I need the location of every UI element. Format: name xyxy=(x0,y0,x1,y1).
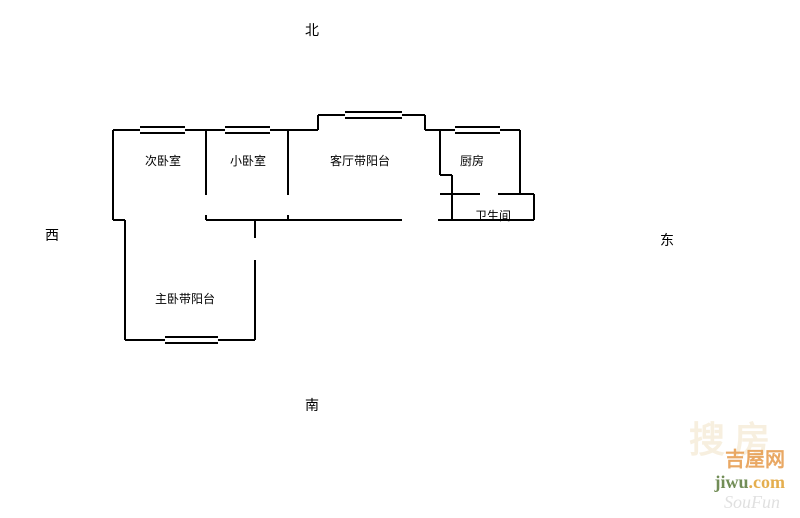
watermark-jiwu-domain: jiwu.com xyxy=(714,472,785,493)
watermark-jiwu-cn: 吉屋网 xyxy=(714,443,785,472)
floorplan-diagram xyxy=(0,0,800,518)
watermark-soufun: SouFun xyxy=(724,492,780,513)
watermark-jiwu: 吉屋网 jiwu.com xyxy=(714,443,785,493)
